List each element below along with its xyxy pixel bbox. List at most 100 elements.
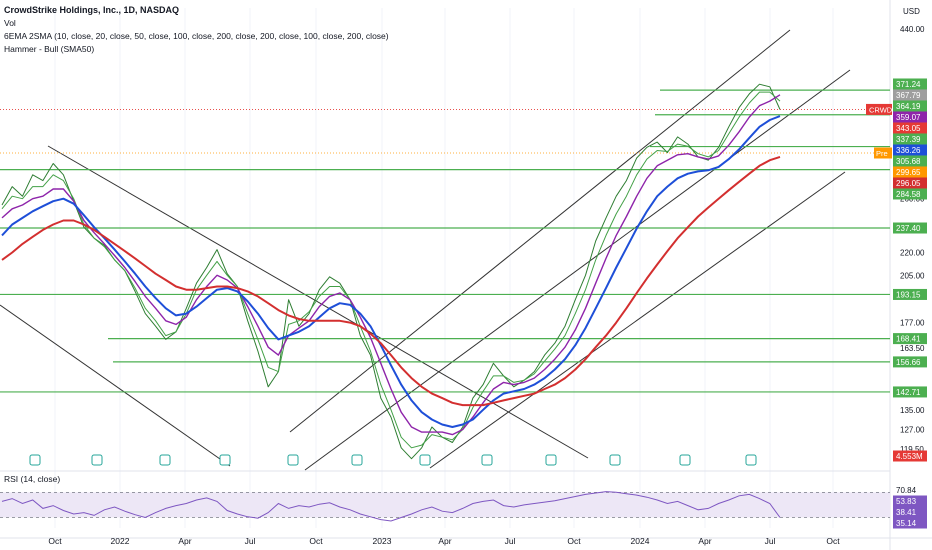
time-tick-label: 2022	[111, 536, 130, 546]
earnings-marker	[219, 454, 231, 466]
price-label: 156.66	[896, 358, 921, 367]
ema-50-line	[1, 94, 781, 436]
price-label: 299.65	[896, 168, 921, 177]
rsi-label-box	[893, 495, 927, 507]
trend-channels	[0, 29, 851, 471]
price-label: 336.26	[896, 146, 921, 155]
price-label-box	[893, 111, 927, 123]
price-label-box	[893, 78, 927, 90]
time-tick-label: Oct	[567, 536, 581, 546]
down-channel-lower	[0, 304, 231, 467]
time-tick-label: Jul	[765, 536, 776, 546]
price-label-box	[893, 222, 927, 234]
horizontal-levels	[0, 89, 890, 393]
time-tick-label: Oct	[309, 536, 323, 546]
price-label-box	[893, 333, 927, 345]
time-tick-label: Jul	[245, 536, 256, 546]
vol-label: Vol	[4, 18, 16, 28]
price-tick-label: 127.00	[900, 426, 925, 435]
price-tick-label: 177.00	[900, 319, 925, 328]
time-tick-label: Jul	[505, 536, 516, 546]
price-label: 237.40	[896, 224, 921, 233]
ema-20-line	[1, 91, 781, 449]
chart-legend: CrowdStrike Holdings, Inc., 1D, NASDAQ V…	[4, 4, 389, 56]
rsi-legend: RSI (14, close)	[4, 474, 61, 484]
price-label-box	[893, 288, 927, 300]
up-channel-middle	[304, 69, 851, 471]
time-tick-label: Apr	[438, 536, 451, 546]
price-label: 337.39	[896, 135, 921, 144]
price-label-box	[893, 188, 927, 200]
earnings-marker	[159, 454, 171, 466]
pattern-label: Hammer - Bull (SMA50)	[4, 44, 95, 54]
time-tick-label: 2023	[373, 536, 392, 546]
sma-100-line	[1, 115, 781, 428]
earnings-marker	[287, 454, 299, 466]
price-label-box	[893, 166, 927, 178]
price-label: 364.19	[896, 102, 921, 111]
rsi-band	[0, 492, 890, 518]
price-label-box	[893, 100, 927, 112]
time-tick-label: Apr	[178, 536, 191, 546]
price-label: 284.58	[896, 190, 921, 199]
earnings-markers	[29, 454, 757, 466]
price-labels: 371.24 367.79 364.19 359.07 343.05 337.39 336.…	[866, 78, 927, 529]
down-channel-upper	[47, 145, 589, 459]
earnings-marker	[91, 454, 103, 466]
price-tick-label: 119.50	[900, 445, 924, 454]
price-label: 305.68	[896, 157, 921, 166]
price-tick-label: 135.00	[900, 406, 925, 415]
earnings-marker	[351, 454, 363, 466]
chart-title: CrowdStrike Holdings, Inc., 1D, NASDAQ	[4, 5, 180, 15]
price-tick-label: 440.00	[900, 25, 925, 34]
time-tick-label: Apr	[698, 536, 711, 546]
price-label-box	[893, 386, 927, 398]
price-label-box	[893, 177, 927, 189]
ema-10-line	[1, 83, 781, 460]
rsi-tick-label: 35.14	[896, 519, 917, 528]
price-label: 142.71	[896, 388, 921, 397]
crwd-badge	[866, 103, 892, 115]
rsi-tick-label: 53.83	[896, 497, 917, 506]
sma-200-line	[1, 155, 781, 407]
rsi-tick-label: 38.41	[896, 508, 917, 517]
up-channel-lower	[429, 171, 846, 469]
crwd-badge-text: CRWD	[869, 105, 893, 114]
pre-badge-text: Pre	[876, 149, 888, 158]
rsi-label-box	[893, 506, 927, 518]
rsi-tick-label: 70.84	[896, 486, 917, 495]
price-label: 193.15	[896, 290, 921, 299]
ma-series	[1, 83, 781, 460]
earnings-marker	[745, 454, 757, 466]
time-axis: Oct 2022 Apr Jul Oct 2023 Apr Jul Oct 2024 Apr Jul O…	[48, 536, 840, 546]
currency-label: USD	[903, 7, 920, 16]
price-label: 4.553M	[896, 452, 923, 461]
price-label: 343.05	[896, 124, 921, 133]
price-label-box	[893, 122, 927, 134]
time-tick-label: Oct	[826, 536, 840, 546]
price-label: 371.24	[896, 80, 921, 89]
earnings-marker	[609, 454, 621, 466]
price-label-box	[893, 155, 927, 167]
price-label: 367.79	[896, 91, 921, 100]
price-label-box	[893, 144, 927, 156]
time-tick-label: Oct	[48, 536, 62, 546]
price-tick-label: 205.00	[900, 271, 925, 280]
rsi-line	[1, 491, 781, 522]
earnings-marker	[419, 454, 431, 466]
ma-label: 6EMA 2SMA (10, close, 20, close, 50, clo…	[4, 31, 389, 41]
price-label-box	[893, 89, 927, 101]
price-label-box	[893, 356, 927, 368]
price-label-box	[893, 133, 927, 145]
price-label: 359.07	[896, 113, 921, 122]
rsi-pane	[0, 491, 890, 522]
earnings-marker	[29, 454, 41, 466]
pre-badge	[874, 147, 892, 159]
price-label-box	[893, 450, 927, 462]
earnings-marker	[679, 454, 691, 466]
price-label: 168.41	[896, 335, 921, 344]
time-tick-label: 2024	[631, 536, 650, 546]
price-label: 296.05	[896, 179, 921, 188]
